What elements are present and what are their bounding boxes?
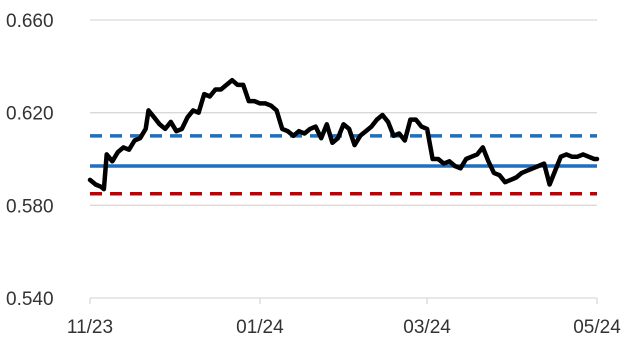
series bbox=[87, 77, 600, 192]
x-tick-label: 11/23 bbox=[67, 317, 113, 337]
y-tick-label: 0.540 bbox=[6, 289, 54, 310]
series-line-0 bbox=[87, 77, 600, 192]
y-tick-label: 0.580 bbox=[6, 196, 54, 217]
tick-labels: 0.540 0.580 0.620 0.660 11/23 01/24 03/24 05/24 bbox=[6, 11, 621, 337]
y-tick-label: 0.620 bbox=[6, 104, 54, 125]
x-tick-label: 05/24 bbox=[573, 317, 621, 337]
x-tick-label: 03/24 bbox=[403, 317, 451, 337]
x-tick-label: 01/24 bbox=[236, 317, 284, 337]
gridlines bbox=[90, 19, 597, 206]
y-tick-label: 0.660 bbox=[6, 11, 54, 32]
axes bbox=[89, 297, 598, 304]
reference-lines bbox=[90, 134, 597, 196]
